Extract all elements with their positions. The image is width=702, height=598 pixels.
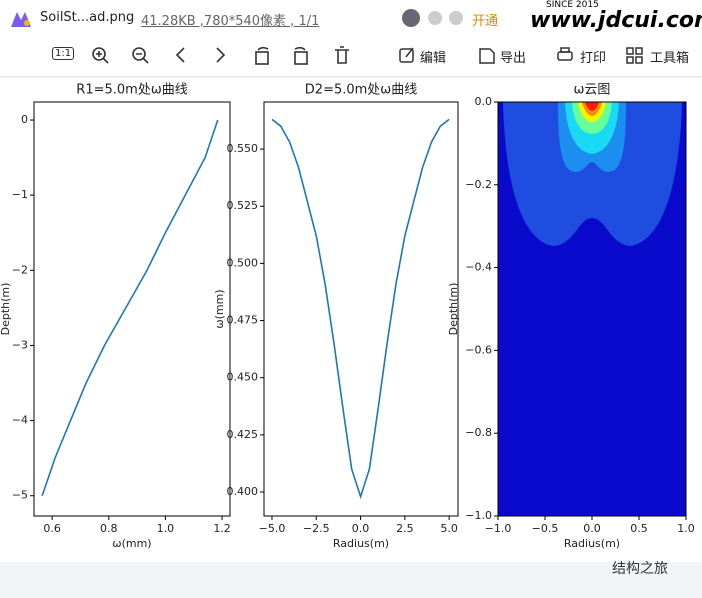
x-tick-label: 0.6 (43, 522, 61, 535)
watermark-since: SINCE 2015 (546, 0, 599, 10)
y-tick-label: −2 (12, 263, 28, 276)
export-menu[interactable]: 导出 (500, 51, 527, 66)
toolbar: 1:1 编辑 导出 打印 工具箱 (0, 36, 702, 77)
file-name: SoilSt...ad.png (40, 10, 135, 25)
y-tick-label: 0.425 (227, 428, 259, 441)
axes-frame (33, 101, 231, 517)
contour-level (585, 102, 599, 111)
x-tick-label: 0.0 (583, 522, 601, 535)
y-tick-label: 0.475 (227, 314, 259, 327)
y-tick-label: −3 (12, 338, 28, 351)
y-tick-label: −1.0 (465, 509, 492, 522)
x-tick-label: 1.2 (213, 522, 231, 535)
zoom-out[interactable] (132, 47, 146, 61)
y-tick-label: −0.6 (465, 343, 492, 356)
x-axis-label: Radius(m) (333, 537, 389, 550)
actual-size-button[interactable]: 1:1 (52, 47, 75, 60)
next[interactable] (216, 47, 226, 63)
y-tick-label: −0.8 (465, 426, 492, 439)
y-tick-label: 0.500 (227, 256, 259, 269)
line-series (271, 118, 450, 500)
vip-icon (449, 11, 463, 25)
y-tick-label: −0.2 (465, 178, 492, 191)
x-tick-label: 0.8 (100, 522, 118, 535)
rotate-left[interactable] (255, 51, 269, 65)
zoom-in[interactable] (92, 47, 106, 61)
y-tick-label: 0.550 (227, 142, 259, 155)
prev[interactable] (175, 47, 185, 63)
toolbar-icons (92, 46, 349, 65)
x-tick-label: −2.5 (303, 522, 330, 535)
x-tick-label: 1.0 (157, 522, 175, 535)
x-tick-label: −0.5 (532, 522, 559, 535)
footer-watermark: 结构之旅 (612, 561, 668, 577)
badge-icon (428, 11, 442, 25)
x-tick-label: −1.0 (485, 522, 512, 535)
y-tick-label: 0.450 (227, 371, 259, 384)
y-tick-label: 0.525 (227, 199, 259, 212)
y-tick-label: −1 (12, 188, 28, 201)
x-tick-label: −5.0 (259, 522, 286, 535)
title-bar: SoilSt...ad.png 41.28KB ,780*540像素 , 1/1… (0, 0, 702, 36)
y-axis-label: Depth(m) (0, 283, 12, 336)
file-info: 41.28KB ,780*540像素 , 1/1 (141, 14, 320, 29)
y-axis-label: ω(mm) (213, 289, 226, 328)
avatar[interactable] (402, 9, 420, 27)
x-axis-label: ω(mm) (112, 537, 151, 550)
x-tick-label: 5.0 (440, 522, 458, 535)
rotate-right[interactable] (294, 51, 308, 65)
x-tick-label: 0.5 (630, 522, 648, 535)
x-tick-label: 1.0 (677, 522, 695, 535)
delete[interactable] (335, 46, 349, 64)
y-tick-label: −0.4 (465, 261, 492, 274)
print-button[interactable]: 打印 (580, 51, 607, 66)
chart-title: ω云图 (574, 83, 611, 98)
toolbar-icons-right (399, 47, 643, 64)
tools-button[interactable]: 工具箱 (650, 51, 690, 66)
watermark: www.jdcui.com (530, 8, 702, 33)
line-series (41, 119, 219, 496)
contour-fill (503, 102, 682, 246)
x-tick-label: 0.0 (352, 522, 370, 535)
app-logo (11, 12, 31, 27)
y-tick-label: −5 (12, 489, 28, 502)
contour-level (503, 102, 682, 246)
edit-menu[interactable]: 编辑 (420, 51, 447, 66)
open-button[interactable]: 开通 (472, 14, 499, 29)
chart-title: D2=5.0m处ω曲线 (305, 83, 417, 98)
y-tick-label: 0.400 (227, 485, 259, 498)
y-tick-label: 0.0 (475, 95, 493, 108)
x-axis-label: Radius(m) (564, 537, 620, 550)
x-tick-label: 2.5 (396, 522, 414, 535)
y-tick-label: −4 (12, 414, 28, 427)
y-tick-label: 0 (21, 113, 28, 126)
chart-title: R1=5.0m处ω曲线 (76, 83, 187, 98)
image-canvas: 0.6 0.8 1.0 1.2 0 −1 −2 −3 −4 −5 R1=5.0m处ω曲线 ω(mm) D… (0, 78, 702, 562)
y-axis-label: Depth(m) (447, 283, 460, 336)
